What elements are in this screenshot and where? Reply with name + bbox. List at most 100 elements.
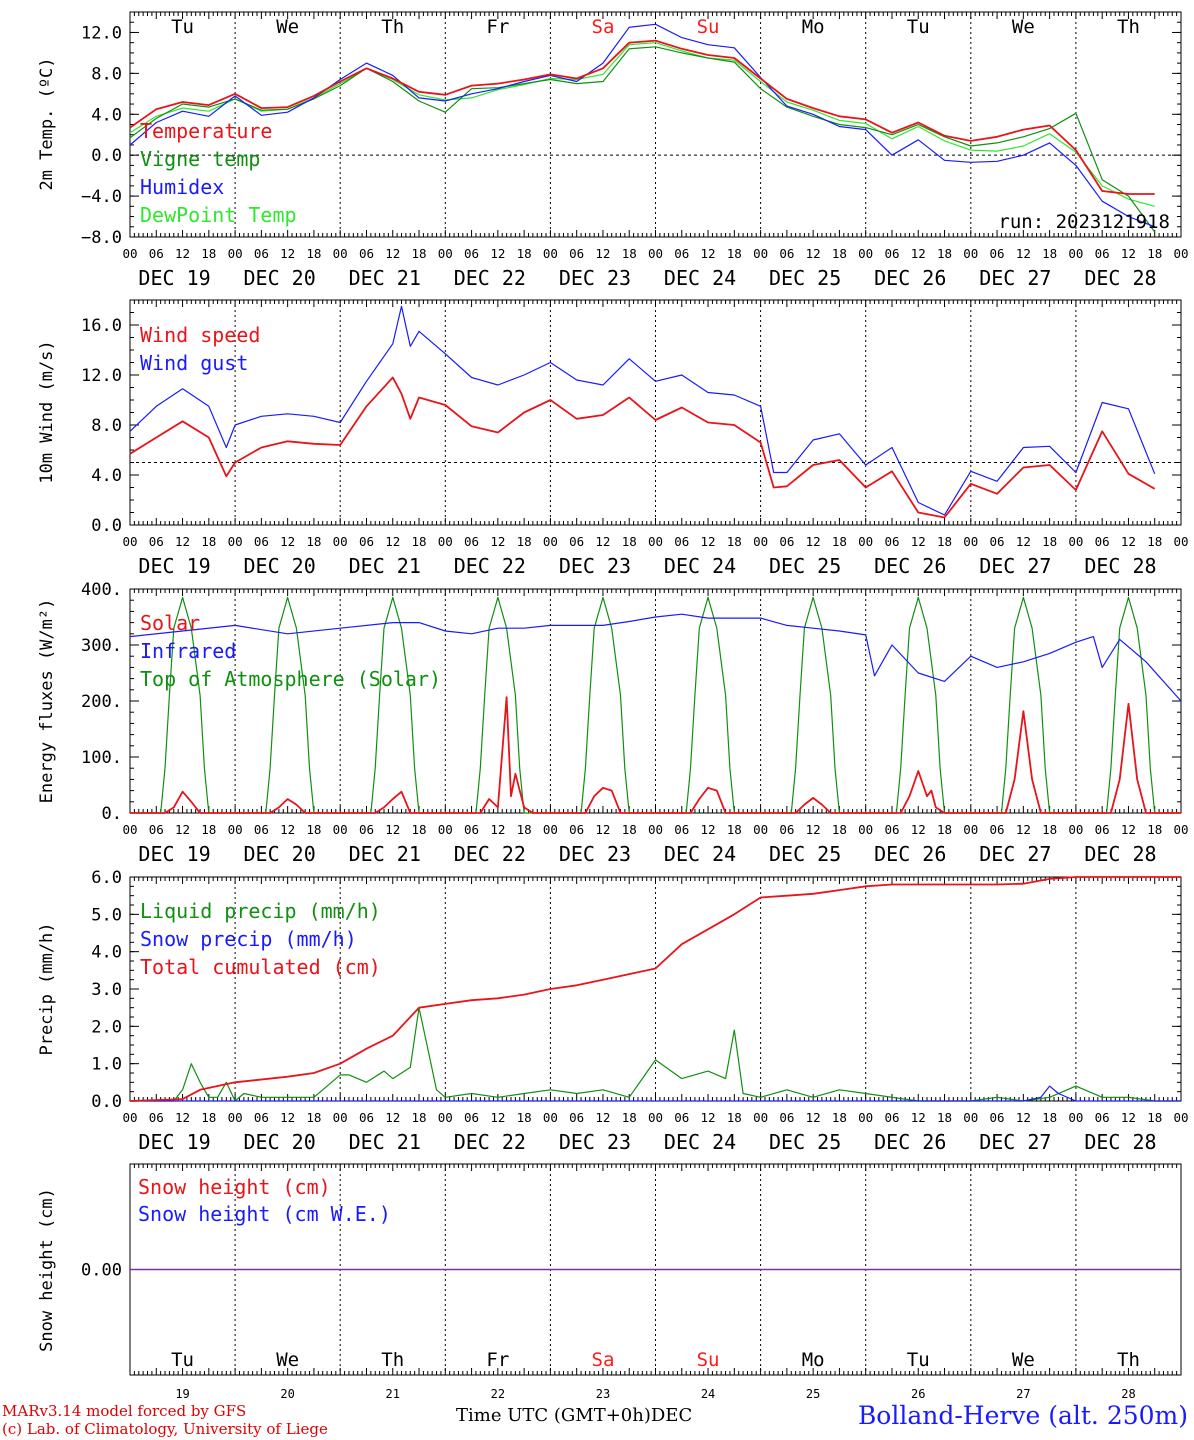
hour-tick-label: 06 <box>779 1110 794 1125</box>
hour-tick-label: 12 <box>911 822 926 837</box>
hour-tick-label: 00 <box>963 534 978 549</box>
weekday-label: We <box>276 1349 299 1371</box>
hour-tick-label: 06 <box>359 1110 374 1125</box>
hour-tick-label: 00 <box>1173 822 1188 837</box>
day-number-label: 24 <box>701 1387 715 1401</box>
hour-tick-label: 06 <box>464 534 479 549</box>
hour-tick-label: 06 <box>884 1110 899 1125</box>
hour-tick-label: 18 <box>1042 534 1057 549</box>
hour-tick-label: 12 <box>595 1110 610 1125</box>
date-label: DEC 19 <box>138 1130 210 1154</box>
hour-tick-label: 00 <box>543 1110 558 1125</box>
hour-tick-label: 00 <box>543 822 558 837</box>
date-label: DEC 21 <box>349 1130 421 1154</box>
hour-tick-label: 12 <box>490 822 505 837</box>
y-tick-label: 0.0 <box>91 516 122 536</box>
hour-tick-label: 06 <box>1095 1110 1110 1125</box>
hour-tick-label: 00 <box>1173 246 1188 261</box>
hour-tick-label: 12 <box>280 822 295 837</box>
hour-tick-label: 18 <box>306 534 321 549</box>
date-label: DEC 26 <box>874 266 946 290</box>
hour-tick-label: 00 <box>648 1110 663 1125</box>
date-label: DEC 23 <box>559 554 631 578</box>
hour-tick-label: 06 <box>1095 822 1110 837</box>
date-label: DEC 21 <box>349 554 421 578</box>
hour-tick-label: 12 <box>806 822 821 837</box>
hour-tick-label: 06 <box>254 534 269 549</box>
weekday-label: Su <box>697 1349 720 1371</box>
y-tick-label: 0.00 <box>81 1261 122 1281</box>
y-tick-label: 0. <box>102 804 122 824</box>
hour-tick-label: 18 <box>1147 1110 1162 1125</box>
weekday-label: Sa <box>592 16 615 38</box>
y-tick-label: 2.0 <box>91 1017 122 1037</box>
hour-tick-label: 18 <box>937 534 952 549</box>
time-axis-label: Time UTC (GMT+0h)DEC <box>456 1405 692 1426</box>
hour-tick-label: 00 <box>333 1110 348 1125</box>
hour-tick-label: 00 <box>963 1110 978 1125</box>
legend-entry: Snow height (cm) <box>138 1175 331 1199</box>
hour-tick-label: 06 <box>569 534 584 549</box>
hour-tick-label: 18 <box>727 534 742 549</box>
hour-tick-label: 18 <box>1147 246 1162 261</box>
hour-tick-label: 12 <box>595 822 610 837</box>
hour-tick-label: 00 <box>1068 534 1083 549</box>
hour-tick-label: 18 <box>306 246 321 261</box>
date-label: DEC 23 <box>559 1130 631 1154</box>
hour-tick-label: 18 <box>411 534 426 549</box>
hour-tick-label: 12 <box>595 246 610 261</box>
hour-tick-label: 18 <box>832 1110 847 1125</box>
hour-tick-label: 18 <box>306 822 321 837</box>
hour-tick-label: 00 <box>122 1110 137 1125</box>
hour-tick-label: 00 <box>858 822 873 837</box>
hour-tick-label: 18 <box>1147 822 1162 837</box>
hour-tick-label: 12 <box>385 534 400 549</box>
hour-tick-label: 00 <box>333 534 348 549</box>
hour-tick-label: 00 <box>228 822 243 837</box>
hour-tick-label: 00 <box>228 246 243 261</box>
day-number-label: 27 <box>1016 1387 1030 1401</box>
hour-tick-label: 00 <box>438 246 453 261</box>
hour-tick-label: 00 <box>858 534 873 549</box>
y-tick-label: 4.0 <box>91 466 122 486</box>
hour-tick-label: 00 <box>438 822 453 837</box>
date-label: DEC 27 <box>979 842 1051 866</box>
hour-tick-label: 18 <box>727 1110 742 1125</box>
date-label: DEC 25 <box>769 554 841 578</box>
date-label: DEC 24 <box>664 842 736 866</box>
weekday-label: We <box>1012 16 1035 38</box>
weekday-label: Th <box>1117 1349 1140 1371</box>
y-tick-label: 6.0 <box>91 868 122 888</box>
y-tick-label: 5.0 <box>91 905 122 925</box>
legend-entry: Wind gust <box>140 351 248 375</box>
series-line <box>129 46 1156 233</box>
hour-tick-label: 12 <box>701 246 716 261</box>
hour-tick-label: 12 <box>806 1110 821 1125</box>
date-label: DEC 22 <box>454 266 526 290</box>
panel-5: 0.00 Snow height (cm) Snow height (cm) Snow… <box>37 1163 1182 1401</box>
date-label: DEC 27 <box>979 266 1051 290</box>
hour-tick-label: 12 <box>911 534 926 549</box>
y-tick-label: −8.0 <box>81 228 122 248</box>
hour-tick-label: 12 <box>175 246 190 261</box>
date-label: DEC 28 <box>1084 554 1156 578</box>
hour-tick-label: 18 <box>727 822 742 837</box>
hour-tick-label: 12 <box>806 246 821 261</box>
y-tick-label: 12.0 <box>81 23 122 43</box>
date-label: DEC 24 <box>664 266 736 290</box>
hour-tick-label: 18 <box>622 534 637 549</box>
series-line <box>129 613 1182 702</box>
hour-tick-label: 18 <box>832 534 847 549</box>
hour-tick-label: 06 <box>779 246 794 261</box>
hour-tick-label: 06 <box>359 822 374 837</box>
hour-tick-label: 18 <box>622 1110 637 1125</box>
panel-3: 400. 300. 200. 100. 0. Energy fluxes (W/m²) So… <box>37 580 1189 866</box>
hour-tick-label: 06 <box>464 1110 479 1125</box>
legend-entry: Snow precip (mm/h) <box>140 927 357 951</box>
legend-entry: Total cumulated (cm) <box>140 955 381 979</box>
weekday-label: Tu <box>171 16 194 38</box>
y-axis-label: 2m Temp. (ºC) <box>37 57 57 190</box>
hour-tick-label: 00 <box>543 534 558 549</box>
hour-tick-label: 06 <box>779 534 794 549</box>
